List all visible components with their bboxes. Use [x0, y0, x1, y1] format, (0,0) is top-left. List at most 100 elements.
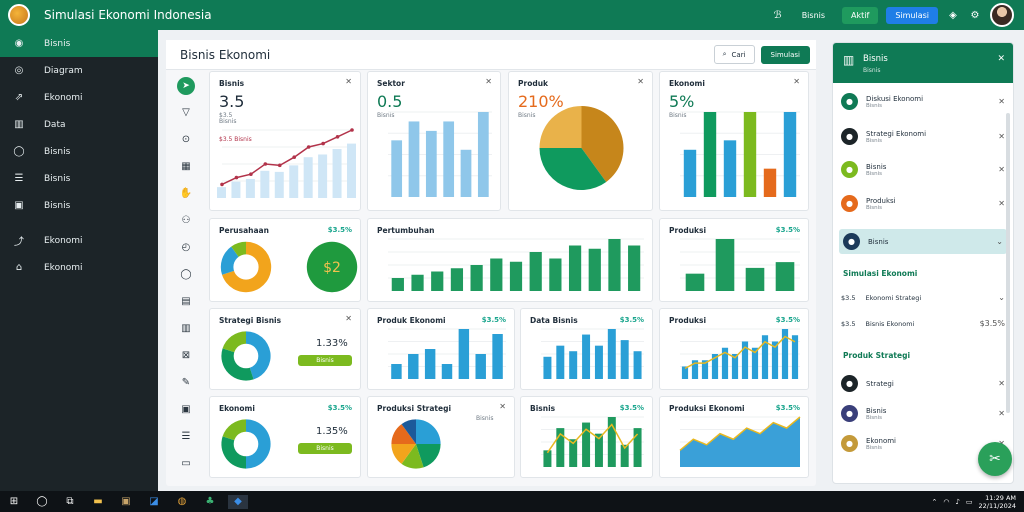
sidebar-item-3[interactable]: ▥ Data [0, 111, 158, 138]
sidebar-item-8[interactable]: ⌂ Ekonomi [0, 254, 158, 281]
panel-row[interactable]: ● Bisnis Bisnis ✕ [841, 405, 1005, 422]
tools-fab-button[interactable]: ✂ [978, 442, 1012, 476]
tool-camera[interactable]: ⊙ [174, 126, 198, 153]
simulation-row[interactable]: $3.5 Ekonomi Strategi ⌄ [841, 293, 1005, 302]
bar [594, 433, 603, 467]
avatar[interactable] [990, 3, 1014, 27]
card-badge-button[interactable]: Bisnis [298, 443, 352, 454]
card-c1[interactable]: Bisnis 3.5 $3.5 ✕ Bisnis $3.5 Bisnis [209, 71, 361, 211]
card-c14[interactable]: Bisnis $3.5% [520, 396, 653, 478]
close-icon[interactable]: ✕ [997, 54, 1005, 64]
search-button[interactable]: ⌕ Cari [713, 45, 755, 64]
tool-group[interactable]: ⚇ [174, 207, 198, 234]
tool-grid[interactable]: ▦ [174, 153, 198, 180]
growth-icon: ⇗ [14, 92, 24, 103]
tool-edit[interactable]: ✎ [174, 369, 198, 396]
taskview-icon[interactable]: ⧉ [66, 496, 74, 507]
settings-icon[interactable]: ⚙ [970, 9, 980, 21]
tool-filter[interactable]: ▽ [174, 99, 198, 126]
close-icon[interactable]: ✕ [485, 77, 492, 86]
close-icon[interactable]: ✕ [998, 199, 1005, 208]
close-icon[interactable]: ✕ [637, 77, 644, 86]
card-badge-button[interactable]: Bisnis [298, 355, 352, 366]
tool-home[interactable]: ➤ [174, 72, 198, 99]
card-c10[interactable]: Data Bisnis $3.5% [520, 308, 653, 390]
tool-delete[interactable]: ⊠ [174, 342, 198, 369]
mail-icon[interactable]: ◪ [149, 496, 159, 507]
tool-list[interactable]: ☰ [174, 423, 198, 450]
browser-icon[interactable]: ◍ [177, 496, 187, 507]
sidebar-item-1[interactable]: ◎ Diagram [0, 57, 158, 84]
close-icon[interactable]: ✕ [998, 409, 1005, 418]
bar [408, 354, 419, 379]
sidebar-item-6[interactable]: ▣ Bisnis [0, 192, 158, 219]
card-c2[interactable]: Sektor 0.5 Bisnis ✕ [367, 71, 501, 211]
panel-row[interactable]: ● Strategi ✕ [841, 375, 1005, 392]
sidebar-item-5[interactable]: ☰ Bisnis [0, 165, 158, 192]
volume-icon[interactable]: ♪ [955, 497, 960, 506]
bar [721, 347, 729, 379]
card-c15[interactable]: Produksi Ekonomi $3.5% [659, 396, 809, 478]
tool-layout[interactable]: ▤ [174, 288, 198, 315]
simulate-button[interactable]: Simulasi [760, 45, 810, 64]
start-icon[interactable]: ⊞ [9, 496, 19, 507]
app-icon[interactable]: ♣ [205, 496, 215, 507]
close-icon[interactable]: ✕ [998, 379, 1005, 388]
row-value: $3.5 [841, 319, 856, 328]
sidebar-item-4[interactable]: ◯ Bisnis [0, 138, 158, 165]
chevron-down-icon[interactable]: ⌄ [996, 237, 1003, 246]
active-app-icon[interactable]: ◆ [228, 494, 248, 509]
topbar-button-3[interactable]: Simulasi [886, 6, 938, 24]
card-c4[interactable]: Ekonomi 5% Bisnis ✕ [659, 71, 809, 211]
bar [347, 143, 356, 198]
close-icon[interactable]: ✕ [499, 402, 506, 411]
simulation-row[interactable]: $3.5 Bisnis Ekonomi $3.5% [841, 319, 1005, 328]
notification-icon[interactable]: ◈ [949, 9, 957, 21]
chart-icon: ◎ [14, 65, 24, 76]
bar [771, 341, 779, 379]
line-point [234, 175, 239, 180]
taskbar-clock[interactable]: 11:29 AM 22/11/2024 [979, 494, 1016, 510]
close-icon[interactable]: ✕ [998, 97, 1005, 106]
search-taskbar-icon[interactable]: ◯ [36, 496, 48, 507]
tool-clock[interactable]: ◴ [174, 234, 198, 261]
card-c9[interactable]: Produk Ekonomi $3.5% [367, 308, 515, 390]
chevron-up-icon[interactable]: ⌃ [931, 497, 938, 506]
sidebar-item-0[interactable]: ◉ Bisnis [0, 30, 158, 57]
card-title: Produksi Ekonomi [669, 404, 745, 413]
close-icon[interactable]: ✕ [998, 165, 1005, 174]
topbar-button-1[interactable]: Bisnis [801, 10, 826, 20]
tool-chat[interactable]: ◯ [174, 261, 198, 288]
sidebar-item-2[interactable]: ⇗ Ekonomi [0, 84, 158, 111]
panel-row[interactable]: ● Bisnis ⌄ [839, 229, 1007, 254]
panel-row[interactable]: ● Produksi Bisnis ✕ [841, 195, 1005, 212]
card-c11[interactable]: Produksi $3.5% [659, 308, 809, 390]
card-title: Produksi [669, 226, 707, 235]
store-icon[interactable]: ▣ [121, 496, 131, 507]
panel-row[interactable]: ● Diskusi Ekonomi Bisnis ✕ [841, 93, 1005, 110]
close-icon[interactable]: ✕ [345, 77, 352, 86]
card-c3[interactable]: Produk 210% Bisnis ✕ [508, 71, 653, 211]
close-icon[interactable]: ✕ [793, 77, 800, 86]
wifi-icon[interactable]: ◠ [943, 497, 950, 506]
card-c6[interactable]: Pertumbuhan [367, 218, 653, 302]
close-icon[interactable]: ✕ [998, 132, 1005, 141]
panel-row[interactable]: ● Bisnis Bisnis ✕ [841, 161, 1005, 178]
sidebar-item-7[interactable]: ⤴ Ekonomi [0, 227, 158, 254]
folder-icon[interactable]: ▬ [93, 496, 103, 507]
close-icon[interactable]: ✕ [345, 314, 352, 323]
topbar-button-2[interactable]: Aktif [842, 6, 879, 24]
card-c5[interactable]: Perusahaan $3.5% $2 [209, 218, 361, 302]
tool-doc[interactable]: ▣ [174, 396, 198, 423]
card-c8[interactable]: Strategi Bisnis ✕ 1.33% Bisnis [209, 308, 361, 390]
right-panel-scrollbar[interactable] [1006, 113, 1010, 413]
brand-icon[interactable]: ℬ [773, 9, 782, 21]
battery-icon[interactable]: ▭ [965, 497, 973, 506]
panel-row[interactable]: ● Strategi Ekonomi Bisnis ✕ [841, 128, 1005, 145]
card-c12[interactable]: Ekonomi $3.5% 1.35% Bisnis [209, 396, 361, 478]
tool-window[interactable]: ▭ [174, 450, 198, 477]
tool-hand[interactable]: ✋ [174, 180, 198, 207]
card-c7[interactable]: Produksi $3.5% [659, 218, 809, 302]
tool-table[interactable]: ▥ [174, 315, 198, 342]
card-c13[interactable]: Produksi Strategi ✕ Bisnis [367, 396, 515, 478]
